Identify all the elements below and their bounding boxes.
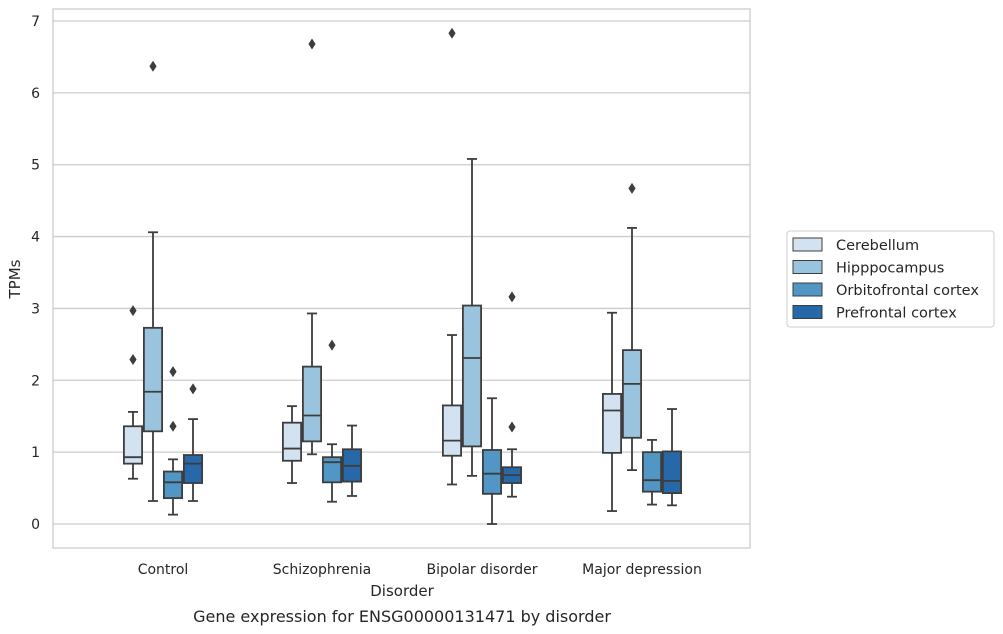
- box-plot-item: [142, 60, 163, 502]
- outlier-marker: [508, 421, 516, 433]
- plot-frame: [52, 8, 751, 549]
- box: [281, 421, 302, 462]
- box-plot-item: [642, 439, 663, 506]
- y-tick-label: 5: [31, 158, 40, 174]
- box: [461, 304, 482, 448]
- x-tick-label: Bipolar disorder: [426, 562, 537, 578]
- boxes: [123, 27, 683, 525]
- legend-label: Hipppocampus: [836, 261, 944, 277]
- box-plot-item: [341, 424, 362, 497]
- outlier-marker: [628, 182, 636, 194]
- outlier-marker: [189, 383, 197, 395]
- box: [321, 456, 342, 484]
- y-tick-label: 2: [31, 373, 40, 389]
- legend-swatch: [792, 237, 823, 252]
- outlier-marker: [448, 27, 456, 39]
- box-plot-item: [602, 311, 623, 512]
- outlier-marker: [169, 366, 177, 378]
- y-tick-label: 4: [31, 230, 40, 246]
- legend-frame: [786, 230, 995, 328]
- x-tick-label: Schizophrenia: [273, 562, 371, 578]
- outlier-marker: [169, 420, 177, 432]
- legend-label: Cerebellum: [836, 238, 919, 254]
- outlier-marker: [129, 305, 137, 317]
- box-plot-item: [441, 27, 462, 486]
- box: [642, 451, 663, 493]
- box: [142, 326, 163, 433]
- y-axis-title: TPMs: [6, 259, 24, 299]
- box: [622, 349, 643, 439]
- legend-label: Orbitofrontal cortex: [836, 283, 979, 299]
- box-plot-item: [301, 38, 322, 456]
- outlier-marker: [508, 291, 516, 303]
- x-axis-title: Disorder: [370, 582, 434, 600]
- box-plot-item: [182, 383, 203, 502]
- y-tick-label: 3: [31, 301, 40, 317]
- x-tick-label: Major depression: [582, 562, 702, 578]
- outlier-marker: [149, 60, 157, 72]
- gridlines: [53, 20, 750, 525]
- box-plot-item: [622, 182, 643, 472]
- box-plot-item: [662, 408, 683, 507]
- box-plot-item: [281, 405, 302, 484]
- outlier-marker: [308, 38, 316, 50]
- y-tick-label: 1: [31, 445, 40, 461]
- box-plot-item: [162, 366, 183, 516]
- box-plot-item: [321, 339, 342, 503]
- y-tick-label: 7: [31, 14, 40, 30]
- y-axis-ticks: 0 1 2 3 4 5 6 7: [31, 14, 40, 533]
- box: [602, 393, 623, 454]
- legend-swatch: [792, 260, 823, 274]
- box: [441, 404, 462, 457]
- legend: Cerebellum Hipppocampus Orbitofrontal cort…: [786, 230, 995, 328]
- outlier-marker: [129, 353, 137, 365]
- box: [662, 450, 683, 495]
- legend-swatch: [792, 305, 823, 319]
- box: [301, 365, 322, 443]
- x-tick-label: Control: [138, 562, 189, 578]
- box: [481, 449, 502, 495]
- box-plot-item: [481, 397, 502, 525]
- box: [162, 470, 183, 500]
- box-plot-item: [461, 158, 482, 477]
- legend-swatch: [792, 282, 823, 297]
- y-tick-label: 6: [31, 86, 40, 102]
- box: [182, 454, 203, 484]
- y-tick-label: 0: [31, 517, 40, 533]
- box-plot-item: [501, 291, 522, 498]
- x-axis-ticks: Control Schizophrenia Bipolar disorder Majo…: [138, 562, 702, 578]
- chart-caption: Gene expression for ENSG00000131471 by d…: [193, 607, 611, 626]
- legend-label: Prefrontal cortex: [836, 306, 957, 322]
- box: [123, 425, 144, 465]
- outlier-marker: [328, 339, 336, 351]
- box-plot-item: [123, 305, 144, 480]
